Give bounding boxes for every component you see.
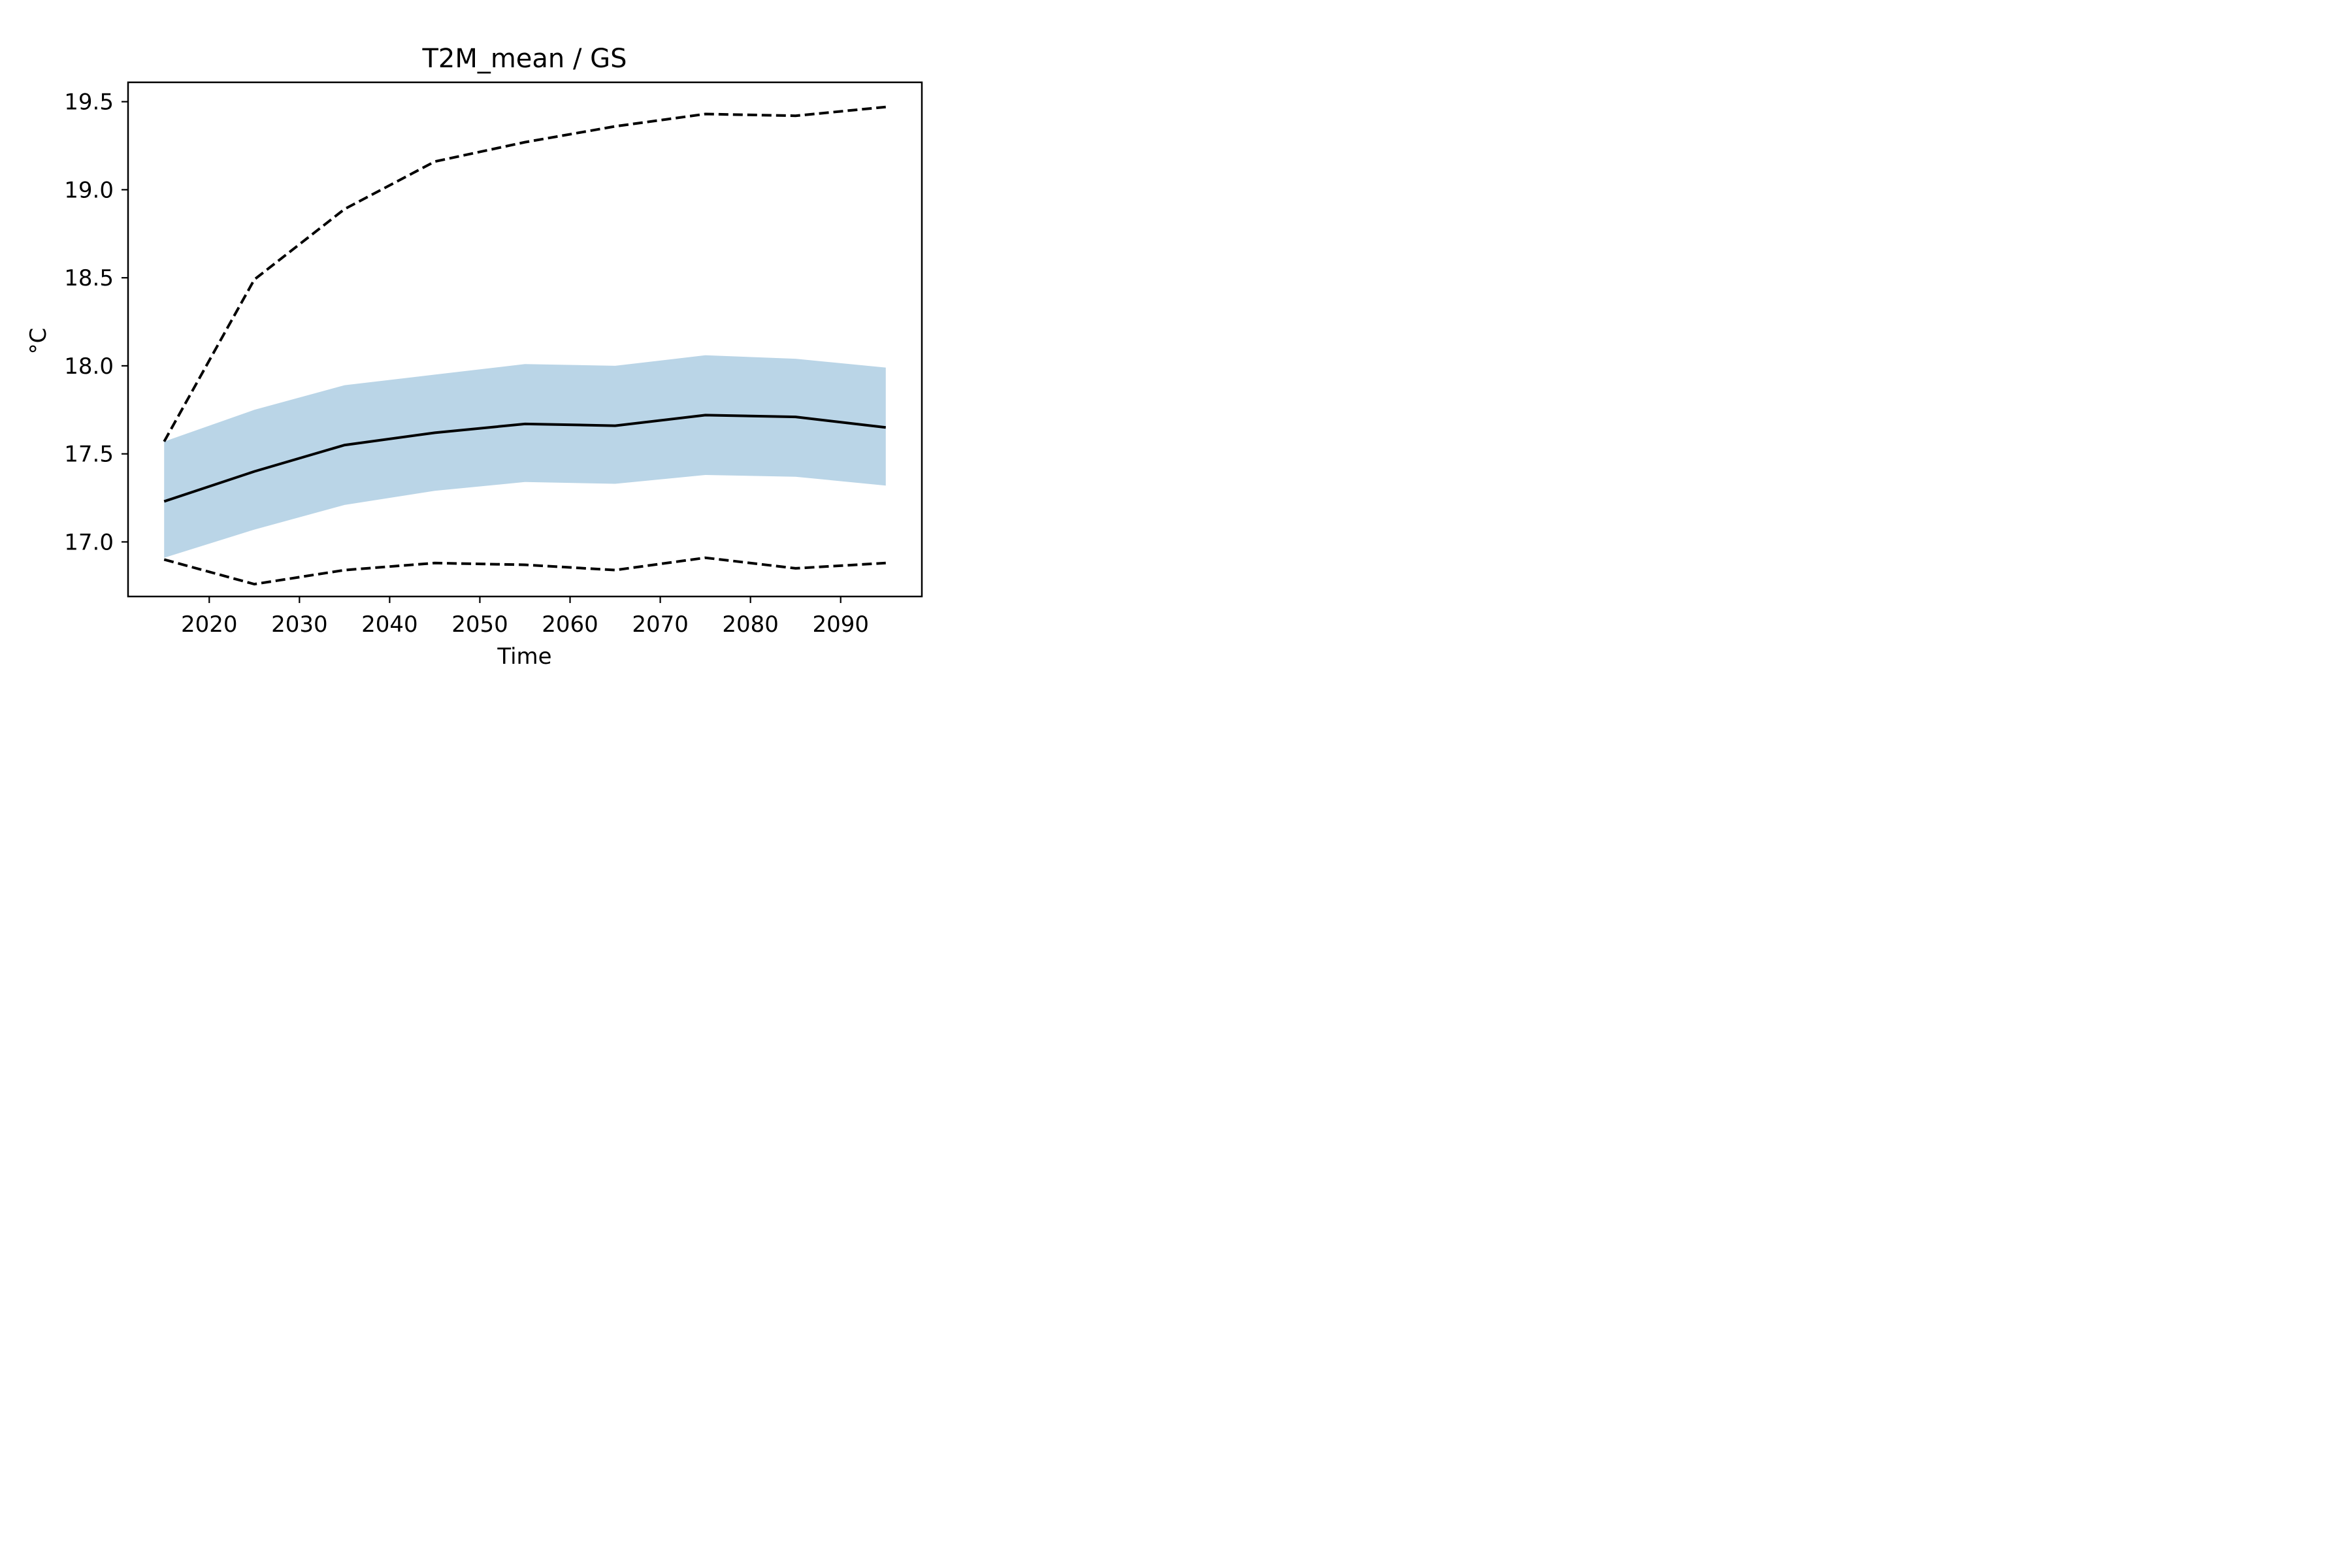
x-tick-label: 2030 <box>271 612 328 638</box>
y-tick-label: 17.5 <box>64 442 114 468</box>
x-tick-label: 2040 <box>361 612 418 638</box>
y-axis-label: °C <box>25 328 52 355</box>
y-tick-label: 19.5 <box>64 90 114 116</box>
chart-title: T2M_mean / GS <box>421 44 627 74</box>
x-axis-label: Time <box>497 644 551 670</box>
series-line-solid <box>163 414 887 503</box>
plot-area: 2020 2030 2040 2050 2060 2070 2080 2090 17.0 17.5… <box>64 81 923 638</box>
series-line-dashed-upper <box>163 105 886 442</box>
axes-frame <box>127 81 923 598</box>
x-tick-label: 2080 <box>722 612 779 638</box>
y-tick-label: 18.0 <box>64 353 114 380</box>
x-tick-label: 2050 <box>451 612 508 638</box>
series-line-dashed-lower <box>163 556 886 586</box>
y-tick-label: 19.0 <box>64 177 114 203</box>
chart-svg: T2M_mean / GS 2020 2030 2040 2050 2060 2070 20… <box>25 44 923 670</box>
y-tick-label: 17.0 <box>64 529 114 555</box>
x-tick-label: 2070 <box>632 612 689 638</box>
x-tick-label: 2020 <box>181 612 238 638</box>
chart: T2M_mean / GS 2020 2030 2040 2050 2060 2070 20… <box>0 0 1012 686</box>
band-area <box>164 355 886 558</box>
x-tick-label: 2060 <box>542 612 598 638</box>
y-tick-label: 18.5 <box>64 265 114 291</box>
x-tick-label: 2090 <box>812 612 869 638</box>
